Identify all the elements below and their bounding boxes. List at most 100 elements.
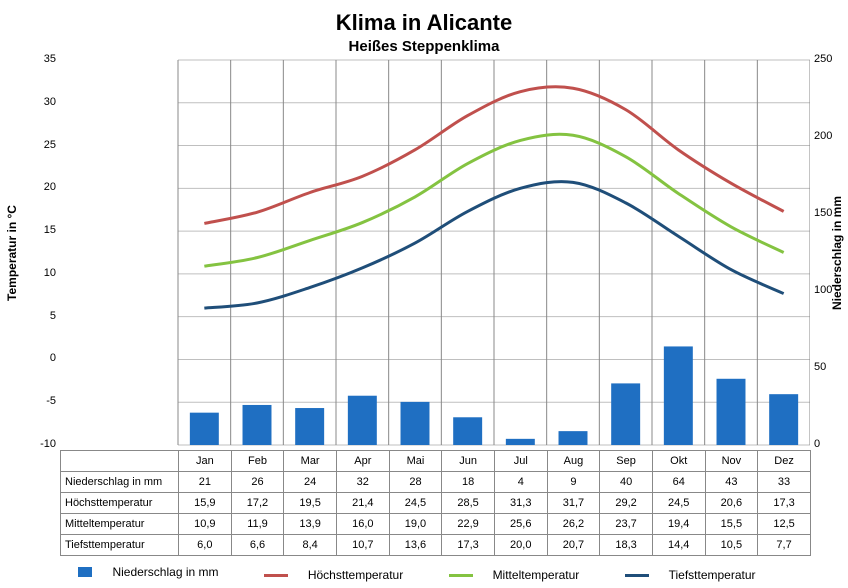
month-header: Jan (179, 451, 232, 472)
table-cell: 20,7 (547, 535, 600, 556)
table-cell: 6,6 (231, 535, 284, 556)
table-cell: 9 (547, 472, 600, 493)
table-cell: 20,6 (705, 493, 758, 514)
month-header: Sep (600, 451, 653, 472)
table-cell: 16,0 (336, 514, 389, 535)
row-label-blank (61, 451, 179, 472)
chart-subtitle: Heißes Steppenklima (0, 38, 848, 55)
ytick-right: 150 (814, 207, 844, 219)
table-row: Niederschlag in mm2126243228184940644333 (61, 472, 811, 493)
chart-title: Klima in Alicante (0, 0, 848, 36)
table-cell: 24 (284, 472, 337, 493)
precip-bar (559, 431, 588, 445)
table-cell: 14,4 (652, 535, 705, 556)
precip-bar (506, 439, 535, 445)
table-cell: 8,4 (284, 535, 337, 556)
legend: Niederschlag in mm Höchsttemperatur Mitt… (0, 565, 848, 583)
month-header: Dez (758, 451, 811, 472)
plot-svg (60, 55, 810, 450)
table-cell: 26 (231, 472, 284, 493)
month-header: Feb (231, 451, 284, 472)
table-cell: 24,5 (652, 493, 705, 514)
table-cell: 28 (389, 472, 442, 493)
ytick-right: 200 (814, 130, 844, 142)
ytick-left: -10 (24, 438, 56, 450)
precip-bar (243, 405, 272, 445)
table-cell: 33 (758, 472, 811, 493)
ytick-right: 100 (814, 284, 844, 296)
ytick-left: 20 (24, 181, 56, 193)
month-header: Mar (284, 451, 337, 472)
table-cell: 29,2 (600, 493, 653, 514)
month-header: Jul (494, 451, 547, 472)
table-row-months: JanFebMarAprMaiJunJulAugSepOktNovDez (61, 451, 811, 472)
ytick-left: -5 (24, 395, 56, 407)
table-cell: 12,5 (758, 514, 811, 535)
data-table: JanFebMarAprMaiJunJulAugSepOktNovDezNied… (60, 450, 811, 556)
table-cell: 13,9 (284, 514, 337, 535)
row-label: Mitteltemperatur (61, 514, 179, 535)
table-row: Mitteltemperatur10,911,913,916,019,022,9… (61, 514, 811, 535)
table-cell: 23,7 (600, 514, 653, 535)
month-header: Aug (547, 451, 600, 472)
ytick-left: 30 (24, 96, 56, 108)
table-cell: 6,0 (179, 535, 232, 556)
table-cell: 31,7 (547, 493, 600, 514)
table-cell: 18,3 (600, 535, 653, 556)
precip-bar (769, 394, 798, 445)
precip-bar (348, 396, 377, 445)
precip-bar (717, 379, 746, 445)
ytick-left: 5 (24, 310, 56, 322)
table-cell: 19,4 (652, 514, 705, 535)
month-header: Okt (652, 451, 705, 472)
table-cell: 7,7 (758, 535, 811, 556)
table-cell: 17,3 (758, 493, 811, 514)
legend-precip: Niederschlag in mm (78, 565, 232, 579)
table-cell: 17,3 (442, 535, 495, 556)
month-header: Jun (442, 451, 495, 472)
row-label: Höchsttemperatur (61, 493, 179, 514)
table-row: Höchsttemperatur15,917,219,521,424,528,5… (61, 493, 811, 514)
month-header: Nov (705, 451, 758, 472)
data-table-wrap: JanFebMarAprMaiJunJulAugSepOktNovDezNied… (60, 450, 810, 556)
table-cell: 26,2 (547, 514, 600, 535)
table-cell: 17,2 (231, 493, 284, 514)
table-cell: 40 (600, 472, 653, 493)
climate-chart-page: Klima in Alicante Heißes Steppenklima Te… (0, 0, 848, 588)
ytick-left: 15 (24, 224, 56, 236)
table-cell: 10,5 (705, 535, 758, 556)
precip-bar (453, 417, 482, 445)
table-cell: 64 (652, 472, 705, 493)
ytick-right: 0 (814, 438, 844, 450)
ytick-left: 10 (24, 267, 56, 279)
table-cell: 10,9 (179, 514, 232, 535)
table-cell: 18 (442, 472, 495, 493)
table-cell: 19,5 (284, 493, 337, 514)
table-cell: 15,9 (179, 493, 232, 514)
legend-low: Tiefsttemperatur (625, 568, 770, 582)
table-cell: 31,3 (494, 493, 547, 514)
ytick-left: 35 (24, 53, 56, 65)
table-cell: 11,9 (231, 514, 284, 535)
table-cell: 25,6 (494, 514, 547, 535)
ytick-right: 50 (814, 361, 844, 373)
legend-high: Höchsttemperatur (264, 568, 417, 582)
precip-bar (664, 346, 693, 445)
legend-mean: Mitteltemperatur (449, 568, 594, 582)
table-cell: 32 (336, 472, 389, 493)
table-cell: 20,0 (494, 535, 547, 556)
table-cell: 15,5 (705, 514, 758, 535)
table-cell: 10,7 (336, 535, 389, 556)
table-cell: 28,5 (442, 493, 495, 514)
table-cell: 19,0 (389, 514, 442, 535)
table-row: Tiefsttemperatur6,06,68,410,713,617,320,… (61, 535, 811, 556)
precip-bar (190, 413, 219, 445)
table-cell: 22,9 (442, 514, 495, 535)
ytick-left: 0 (24, 352, 56, 364)
table-cell: 21 (179, 472, 232, 493)
precip-bar (295, 408, 324, 445)
month-header: Mai (389, 451, 442, 472)
month-header: Apr (336, 451, 389, 472)
row-label: Niederschlag in mm (61, 472, 179, 493)
table-cell: 24,5 (389, 493, 442, 514)
